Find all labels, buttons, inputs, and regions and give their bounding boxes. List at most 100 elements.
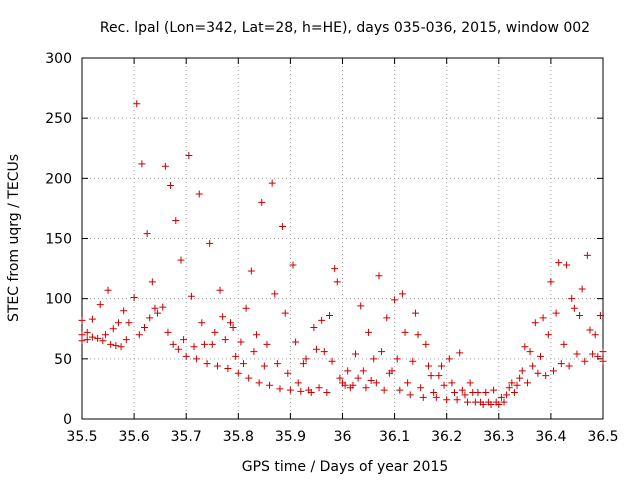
- data-point-marker: [135, 331, 143, 339]
- data-point-marker: [94, 334, 102, 342]
- data-point-marker: [534, 369, 542, 377]
- data-point-marker: [310, 324, 318, 332]
- data-point-marker: [211, 328, 219, 336]
- data-point-marker: [255, 379, 263, 387]
- data-point-marker: [325, 312, 333, 320]
- data-point-marker: [430, 389, 438, 397]
- data-point-marker: [456, 349, 464, 357]
- data-point-marker: [312, 345, 320, 353]
- data-point-marker: [216, 286, 224, 294]
- data-point-marker: [349, 381, 357, 389]
- data-point-marker: [589, 350, 597, 358]
- data-point-marker: [560, 340, 568, 348]
- data-point-marker: [83, 328, 91, 336]
- data-point-marker: [232, 352, 240, 360]
- data-point-marker: [151, 304, 159, 312]
- data-point-marker: [195, 190, 203, 198]
- data-point-marker: [281, 309, 289, 317]
- data-point-marker: [268, 179, 276, 187]
- data-point-marker: [187, 292, 195, 300]
- x-tick-label: 36.1: [379, 429, 410, 445]
- data-point-marker: [354, 374, 362, 382]
- data-point-marker: [393, 355, 401, 363]
- data-point-marker: [437, 362, 445, 370]
- data-point-marker: [453, 396, 461, 404]
- data-point-marker: [466, 379, 474, 387]
- data-point-marker: [148, 278, 156, 286]
- data-point-marker: [120, 307, 128, 315]
- data-point-marker: [224, 364, 232, 372]
- data-point-marker: [286, 386, 294, 394]
- plot-frame: [81, 57, 604, 420]
- data-point-marker: [263, 340, 271, 348]
- data-point-marker: [271, 290, 279, 298]
- data-point-marker: [88, 333, 96, 341]
- data-point-marker: [174, 345, 182, 353]
- data-point-marker: [172, 216, 180, 224]
- data-point-marker: [550, 367, 558, 375]
- data-point-marker: [552, 309, 560, 317]
- data-point-marker: [445, 355, 453, 363]
- data-point-marker: [206, 239, 214, 247]
- data-point-marker: [258, 198, 266, 206]
- data-point-marker: [401, 328, 409, 336]
- data-point-marker: [154, 309, 162, 317]
- data-point-marker: [193, 355, 201, 363]
- data-point-marker: [109, 325, 117, 333]
- data-point-marker: [164, 328, 172, 336]
- data-point-marker: [117, 343, 125, 351]
- x-tick-label: 36.2: [431, 429, 462, 445]
- data-point-marker: [141, 324, 149, 332]
- x-tick-label: 35.5: [66, 429, 97, 445]
- data-point-marker: [516, 374, 524, 382]
- x-tick-label: 36: [334, 429, 352, 445]
- data-point-marker: [362, 384, 370, 392]
- data-point-marker: [529, 362, 537, 370]
- data-point-marker: [490, 386, 498, 394]
- data-point-marker: [557, 360, 565, 368]
- data-point-marker: [336, 374, 344, 382]
- y-axis-label: STEC from uqrg / TECUs: [6, 154, 22, 322]
- data-point-marker: [78, 337, 86, 345]
- y-tick-label: 50: [54, 352, 72, 368]
- data-point-marker: [292, 338, 300, 346]
- data-point-marker: [365, 328, 373, 336]
- data-point-marker: [279, 222, 287, 230]
- data-point-marker: [406, 391, 414, 399]
- data-point-marker: [599, 348, 607, 356]
- data-point-marker: [302, 355, 310, 363]
- data-point-marker: [315, 384, 323, 392]
- data-point-marker: [594, 352, 602, 360]
- data-point-marker: [570, 304, 578, 312]
- data-point-marker: [169, 340, 177, 348]
- data-point-marker: [143, 230, 151, 238]
- data-point-marker: [344, 367, 352, 375]
- data-point-marker: [542, 372, 550, 380]
- data-point-marker: [114, 319, 122, 327]
- data-point-marker: [289, 261, 297, 269]
- data-point-marker: [417, 384, 425, 392]
- data-point-marker: [221, 336, 229, 344]
- grid: [82, 58, 603, 419]
- data-point-marker: [200, 340, 208, 348]
- data-point-marker: [583, 251, 591, 259]
- data-point-marker: [391, 296, 399, 304]
- data-point-marker: [581, 357, 589, 365]
- data-point-marker: [333, 278, 341, 286]
- data-point-marker: [370, 355, 378, 363]
- data-point-marker: [159, 303, 167, 311]
- data-point-marker: [226, 319, 234, 327]
- data-point-marker: [367, 376, 375, 384]
- data-point-marker: [307, 389, 315, 397]
- data-point-marker: [331, 265, 339, 273]
- data-point-marker: [242, 304, 250, 312]
- data-point-marker: [596, 312, 604, 320]
- x-tick-label: 36.5: [587, 429, 618, 445]
- data-point-marker: [161, 162, 169, 170]
- data-point-marker: [544, 331, 552, 339]
- y-tick-label: 0: [63, 412, 72, 428]
- data-point-marker: [404, 379, 412, 387]
- data-point-marker: [83, 336, 91, 344]
- data-point-marker: [464, 398, 472, 406]
